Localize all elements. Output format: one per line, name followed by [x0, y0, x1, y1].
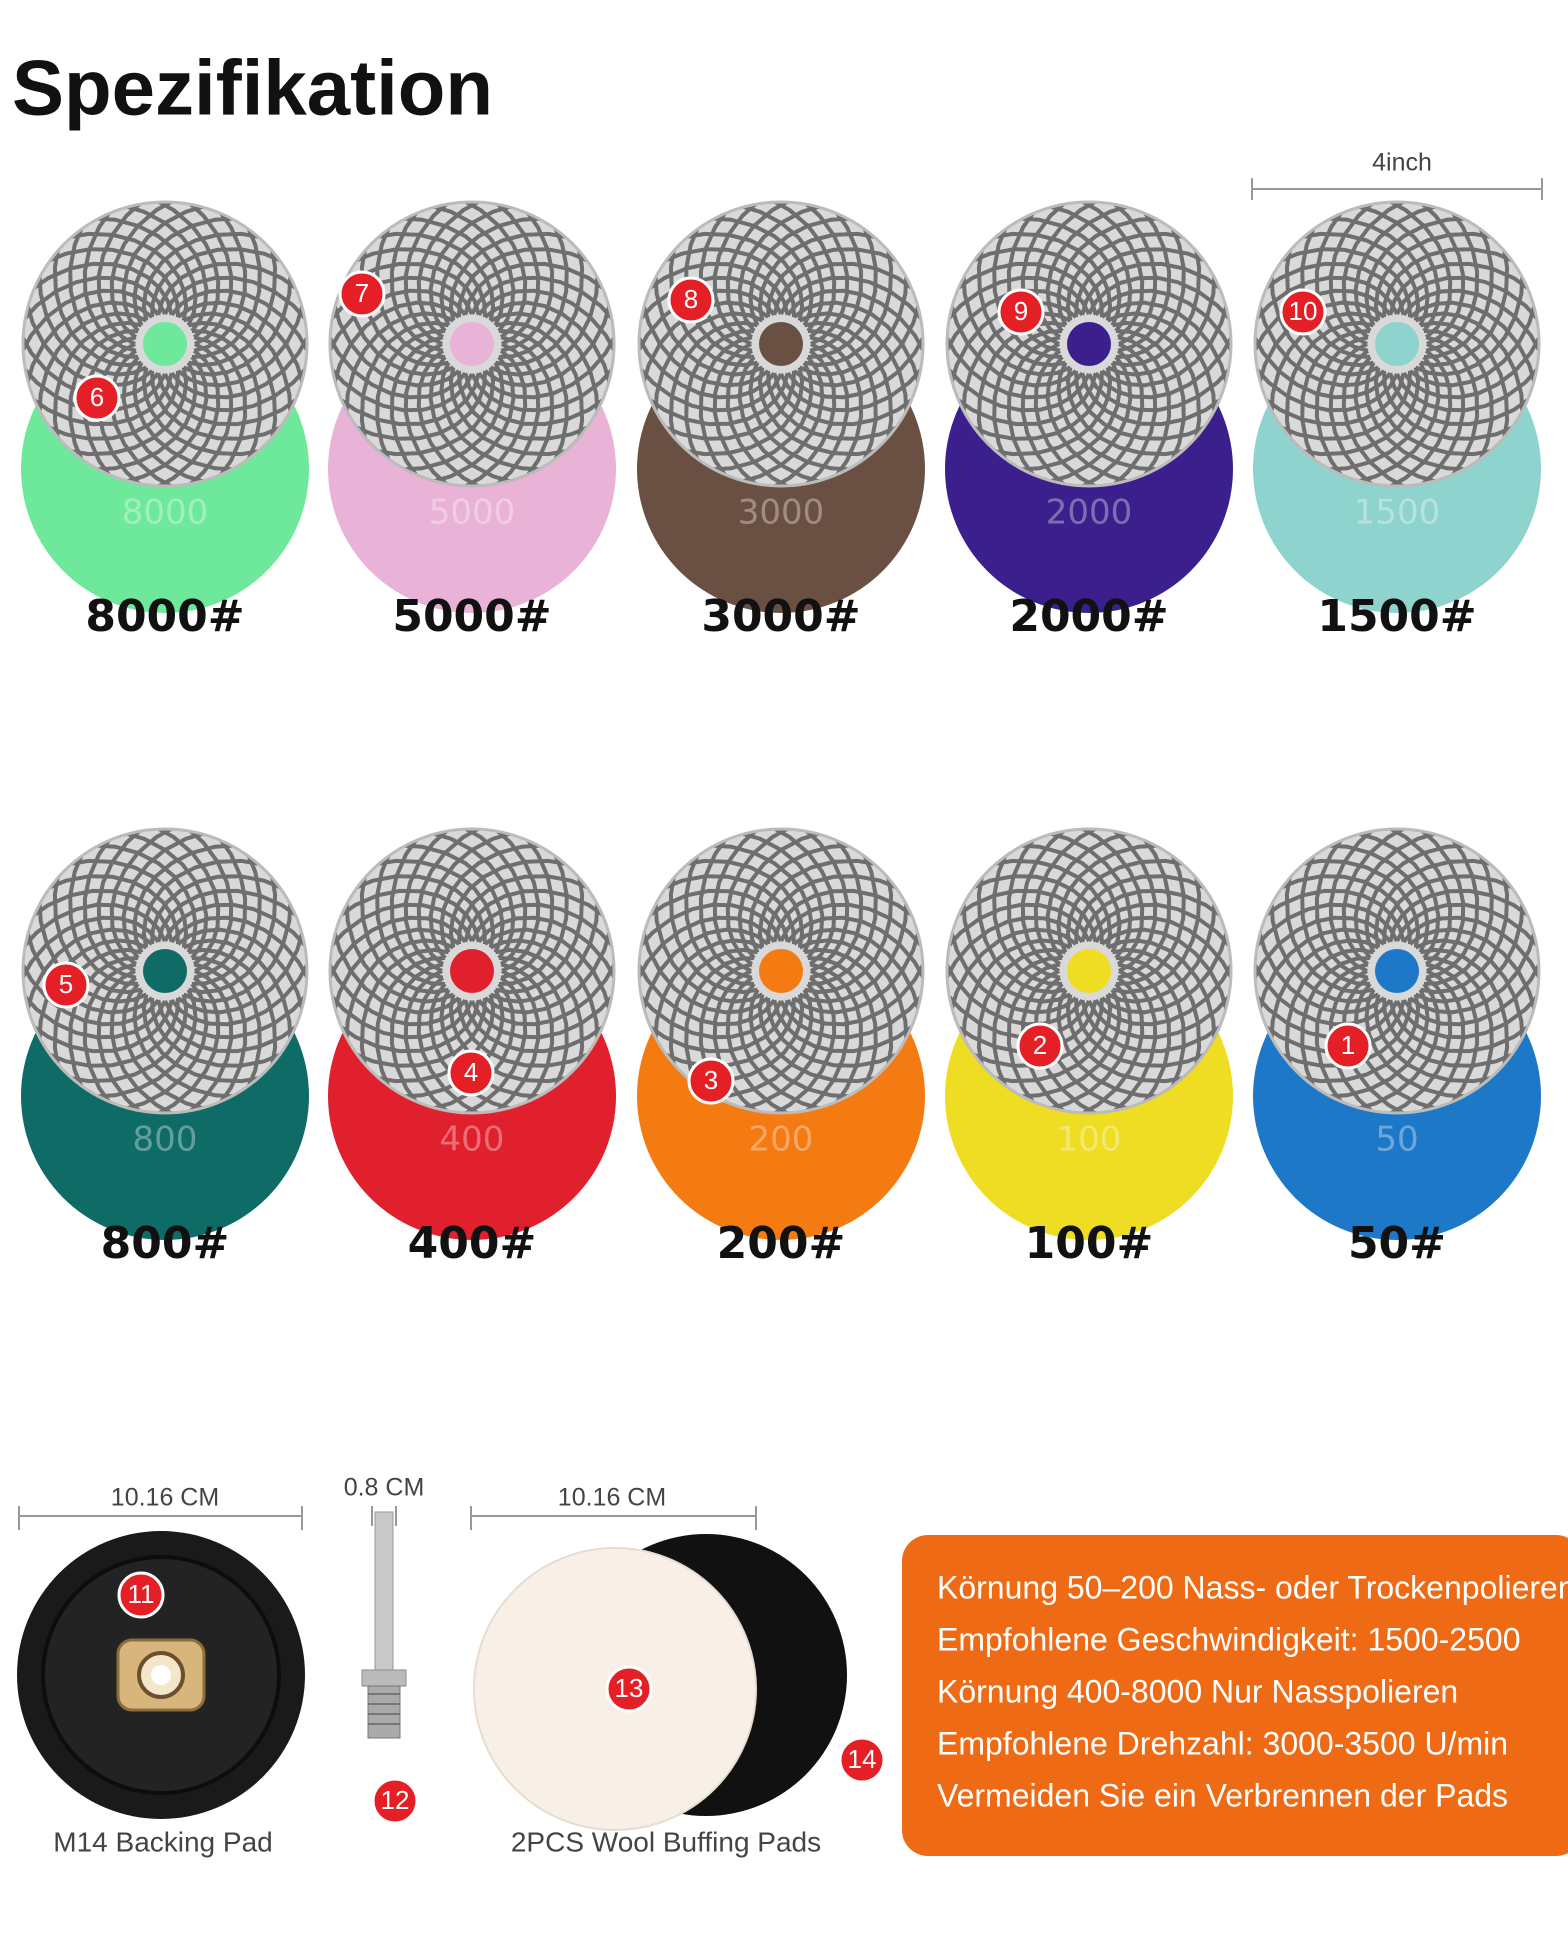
size-label: 0.8 CM: [344, 1474, 425, 1502]
wool-pads: 10.16 CM 13 14 2PCS Wool Buffing Pads: [470, 1484, 886, 1857]
size-label: 4inch: [1372, 149, 1432, 177]
pad-print: 3000: [738, 493, 825, 533]
grit-label: 2000#: [1009, 591, 1168, 642]
backing-pad: 10.16 CM 11 M14 Backing Pad: [17, 1484, 305, 1857]
size-indicator: 4inch: [1251, 149, 1543, 200]
badge: 3: [704, 1065, 718, 1095]
pad-hole: [759, 949, 803, 993]
grit-label: 100#: [1025, 1218, 1154, 1269]
accessory-label: 2PCS Wool Buffing Pads: [511, 1826, 821, 1857]
pad-print: 800: [133, 1120, 198, 1160]
info-line: Körnung 50–200 Nass- oder Trockenpoliere…: [937, 1569, 1568, 1605]
pad-hole: [143, 322, 187, 366]
pad: 50 1 50#: [1237, 811, 1557, 1269]
accessory-label: M14 Backing Pad: [53, 1826, 272, 1857]
shaft: 0.8 CM 12: [344, 1474, 425, 1825]
pad: 3000 8 3000#: [621, 184, 941, 642]
pad-print: 50: [1375, 1120, 1418, 1160]
pad-hole: [1375, 949, 1419, 993]
badge: 9: [1014, 296, 1028, 326]
badge: 10: [1289, 296, 1318, 326]
pad-hole: [1067, 949, 1111, 993]
pad-hole: [143, 949, 187, 993]
size-label: 10.16 CM: [558, 1484, 666, 1512]
badge: 12: [381, 1785, 410, 1815]
badge: 7: [355, 278, 369, 308]
title: Spezifikation: [12, 44, 493, 132]
info-line: Körnung 400-8000 Nur Nasspolieren: [937, 1673, 1458, 1709]
pad: 100 2 100#: [929, 811, 1249, 1269]
grit-label: 3000#: [701, 591, 860, 642]
grit-label: 400#: [408, 1218, 537, 1269]
grit-label: 8000#: [85, 591, 244, 642]
badge: 6: [90, 382, 104, 412]
grit-label: 1500#: [1317, 591, 1476, 642]
pad: 2000 9 2000#: [929, 184, 1249, 642]
pad-print: 2000: [1046, 493, 1133, 533]
badge: 13: [615, 1673, 644, 1703]
pad: 800 5 800#: [5, 811, 325, 1269]
pad-hole: [450, 949, 494, 993]
grit-label: 800#: [101, 1218, 230, 1269]
badge: 5: [59, 969, 73, 999]
grit-label: 200#: [717, 1218, 846, 1269]
pad-hole: [1067, 322, 1111, 366]
pad-hole: [450, 322, 494, 366]
pad: 200 3 200#: [621, 811, 941, 1269]
badge: 2: [1033, 1030, 1047, 1060]
pad: 1500 10 1500#: [1237, 184, 1557, 642]
pad-grid: 8000 6 8000# 5000 7 5000# 3000 8 3000# 2000 9 2000#…: [5, 184, 1557, 1269]
pad-print: 200: [749, 1120, 814, 1160]
pad-print: 100: [1057, 1120, 1122, 1160]
badge: 11: [128, 1579, 155, 1609]
info-line: Empfohlene Drehzahl: 3000-3500 U/min: [937, 1725, 1508, 1761]
badge: 14: [848, 1744, 877, 1774]
grit-label: 50#: [1348, 1218, 1446, 1269]
pad-print: 1500: [1354, 493, 1441, 533]
badge: 4: [464, 1057, 478, 1087]
pad-print: 400: [440, 1120, 505, 1160]
info-box: Körnung 50–200 Nass- oder Trockenpoliere…: [902, 1535, 1568, 1856]
grit-label: 5000#: [392, 591, 551, 642]
pad-hole: [759, 322, 803, 366]
pad: 400 4 400#: [312, 811, 632, 1269]
pad-print: 5000: [429, 493, 516, 533]
badge: 1: [1341, 1030, 1355, 1060]
pad: 5000 7 5000#: [312, 184, 632, 642]
pad-print: 8000: [122, 493, 209, 533]
pad-hole: [1375, 322, 1419, 366]
size-label: 10.16 CM: [111, 1484, 219, 1512]
info-line: Empfohlene Geschwindigkeit: 1500-2500: [937, 1621, 1520, 1657]
pad: 8000 6 8000#: [5, 184, 325, 642]
info-line: Vermeiden Sie ein Verbrennen der Pads: [937, 1777, 1508, 1813]
badge: 8: [684, 284, 698, 314]
